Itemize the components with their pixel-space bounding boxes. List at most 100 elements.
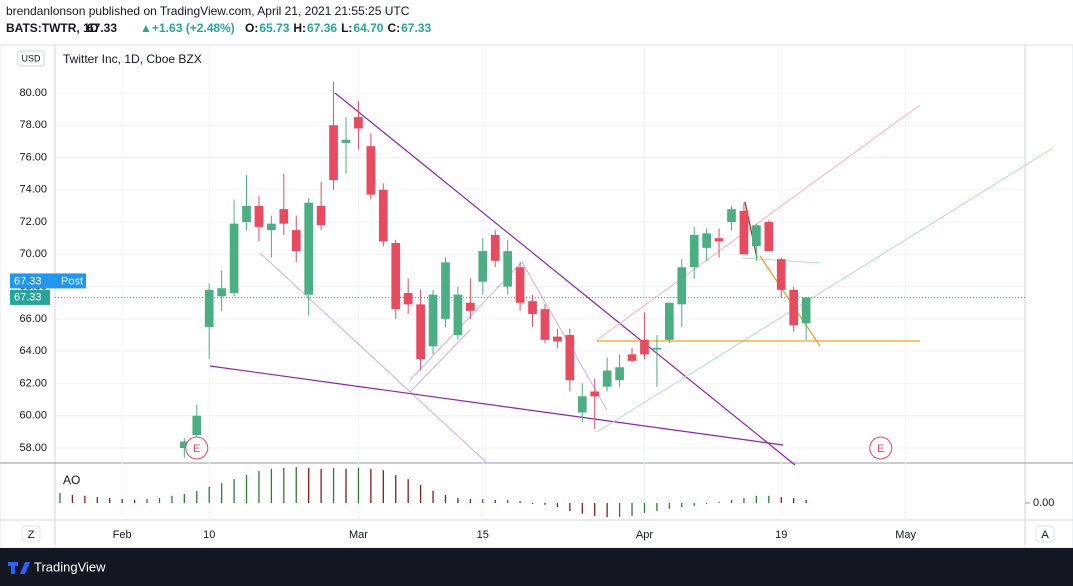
- y-tick-label: 62.00: [19, 377, 47, 389]
- candle-body: [764, 222, 774, 252]
- post-price: 67.33: [14, 275, 42, 287]
- x-tick-label: Mar: [349, 529, 368, 541]
- candle-body: [689, 234, 699, 268]
- scale-button-label[interactable]: Z: [28, 529, 35, 541]
- candle-body: [490, 234, 500, 261]
- trend-line: [409, 329, 471, 393]
- candle-body: [291, 230, 301, 252]
- y-tick-label: 60.00: [19, 410, 47, 422]
- candle-body: [702, 233, 711, 248]
- candle-body: [478, 251, 488, 282]
- candle-body: [441, 262, 450, 319]
- last-price-badge: [10, 289, 50, 305]
- brand: TradingView: [34, 559, 106, 574]
- y-tick-label: 70.00: [19, 248, 47, 260]
- footer: [0, 548, 1073, 586]
- logo: [8, 562, 30, 574]
- y-tick-label: 72.00: [19, 216, 47, 228]
- candle-body: [341, 139, 351, 143]
- candle-body: [428, 294, 438, 347]
- candle-body: [453, 294, 463, 336]
- chart-title: Twitter Inc, 1D, Cboe BZX: [63, 52, 202, 66]
- candle-body: [727, 209, 736, 223]
- candle-body: [652, 347, 662, 350]
- earnings-label: E: [877, 443, 884, 455]
- candle-body: [503, 251, 513, 287]
- ohlc-value: 64.70: [353, 21, 383, 35]
- candle-body: [416, 304, 425, 360]
- currency: USD: [21, 53, 41, 63]
- candle-body: [540, 309, 550, 340]
- x-tick-label: Apr: [636, 529, 653, 541]
- indicator-tick-label: 0.00: [1033, 497, 1054, 509]
- indicator-name: AO: [63, 473, 80, 487]
- candle-body: [329, 125, 338, 181]
- currency-box: [17, 50, 45, 67]
- candle-body: [515, 267, 525, 303]
- candle-body: [204, 289, 214, 327]
- earnings-mark: [185, 436, 209, 460]
- candle-body: [217, 288, 226, 297]
- candle-body: [378, 189, 388, 242]
- candle-body: [615, 367, 624, 381]
- candle-body: [254, 205, 264, 227]
- ohlc-label: L:: [341, 21, 352, 35]
- y-tick-label: 80.00: [19, 87, 47, 99]
- earnings-label: E: [193, 443, 200, 455]
- ohlc-label: C:: [387, 21, 400, 35]
- marks: E E 67.33 Post 67.33: [10, 81, 1025, 517]
- candle-body: [677, 267, 687, 305]
- ohlc-label: H:: [293, 21, 306, 35]
- y-tick-label: 66.00: [19, 313, 47, 325]
- candle-body: [279, 209, 289, 224]
- candle-body: [602, 370, 612, 387]
- candle-body: [577, 396, 587, 413]
- ohlc-label: O:: [245, 21, 258, 35]
- post-badge: [10, 273, 86, 289]
- ohlc: O: 65.73 H: 67.36 L: 64.70 C: 67.33: [245, 21, 431, 35]
- y-tick-label: 58.00: [19, 442, 47, 454]
- x-tick-label: 19: [775, 529, 787, 541]
- ohlc-value: 67.33: [401, 21, 431, 35]
- candle-body: [801, 297, 811, 324]
- x-tick-label: 10: [203, 529, 215, 541]
- candle-body: [565, 335, 575, 381]
- y-tick-label: 76.00: [19, 151, 47, 163]
- x-tick-label: May: [895, 529, 916, 541]
- trend-line: [209, 365, 784, 446]
- trend-line: [334, 92, 796, 466]
- candle-body: [776, 259, 786, 290]
- x-tick-label: 15: [477, 529, 489, 541]
- candle-body: [192, 415, 202, 436]
- earnings-mark: [869, 436, 893, 460]
- ohlc-value: 65.73: [259, 21, 289, 35]
- last-price-label: 67.33: [14, 291, 42, 303]
- candle-body: [304, 202, 314, 295]
- candle-body: [528, 301, 537, 315]
- change: +1.63 (+2.48%): [152, 21, 235, 35]
- drawings: [209, 92, 1054, 466]
- auto-button-label[interactable]: A: [1041, 529, 1049, 541]
- publisher: brendanlonson published on TradingView.c…: [6, 4, 410, 18]
- y-tick-label: 64.00: [19, 345, 47, 357]
- trend-line: [259, 252, 488, 464]
- y-tick-label: 74.00: [19, 184, 47, 196]
- trend-line: [596, 104, 921, 341]
- scale-button[interactable]: [21, 525, 41, 543]
- change-arrow: ▲: [140, 21, 152, 35]
- auto-button[interactable]: [1035, 525, 1055, 543]
- candle-body: [739, 210, 749, 255]
- ohlc-value: 67.36: [307, 21, 337, 35]
- candle-body: [752, 225, 761, 247]
- candle-body: [789, 289, 799, 326]
- y-tick-label: 78.00: [19, 119, 47, 131]
- candle-body: [354, 117, 363, 129]
- post-label: Post: [61, 275, 83, 287]
- candle-body: [229, 223, 239, 294]
- candle-body: [179, 441, 189, 448]
- candle-body: [267, 223, 276, 231]
- candle-body: [627, 354, 637, 361]
